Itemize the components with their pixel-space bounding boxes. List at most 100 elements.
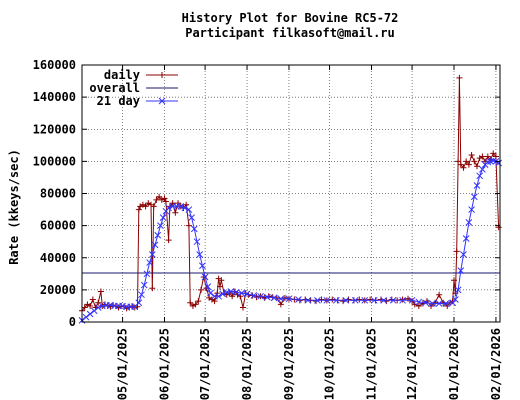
data-point: [146, 259, 153, 266]
x-tick-label: 01/01/2026: [447, 328, 461, 400]
y-tick-label: 20000: [40, 283, 76, 297]
data-point: [453, 248, 460, 255]
data-point: [232, 288, 240, 296]
data-point: [460, 164, 467, 171]
data-point: [465, 161, 472, 168]
x-tick-label: 09/01/2025: [282, 328, 296, 400]
data-point: [201, 273, 209, 281]
data-point: [457, 267, 465, 274]
data-point: [456, 74, 463, 81]
data-point: [188, 214, 195, 221]
data-point: [253, 294, 260, 301]
data-point: [465, 219, 473, 226]
data-point: [216, 283, 223, 290]
data-point: [154, 231, 162, 239]
series-daily: [79, 74, 502, 314]
y-tick-label: 140000: [33, 90, 76, 104]
x-tick-label: 08/01/2025: [240, 328, 254, 400]
data-point: [140, 281, 148, 289]
data-point: [361, 296, 369, 304]
axis-ticks: 0 20000 40000 60000 80000 100000 120000 140000 1…: [33, 58, 503, 400]
data-point: [367, 296, 374, 303]
data-point: [389, 296, 397, 304]
data-point: [318, 296, 325, 303]
x-tick-label: 02/01/2026: [489, 328, 503, 400]
series-line: [81, 160, 499, 321]
data-point: [444, 302, 451, 309]
series-21-day: [78, 157, 503, 324]
data-point: [436, 291, 443, 298]
data-point: [172, 209, 179, 216]
data-point: [81, 304, 88, 311]
data-point: [218, 277, 225, 284]
data-point: [95, 299, 102, 306]
data-point: [471, 158, 478, 165]
legend-label: daily: [104, 68, 140, 82]
data-point: [87, 302, 94, 309]
data-point: [304, 296, 312, 304]
data-point: [454, 286, 462, 294]
legend-label: overall: [89, 81, 140, 95]
data-point: [153, 196, 160, 203]
data-point: [442, 300, 450, 307]
legend-label: 21 day: [97, 94, 140, 108]
data-point: [98, 302, 106, 310]
chart-title-line1: History Plot for Bovine RC5-72: [182, 11, 399, 25]
data-point: [181, 204, 189, 212]
data-point: [270, 294, 278, 302]
x-tick-label: 07/01/2025: [198, 328, 212, 400]
data-point: [285, 295, 293, 303]
data-point: [165, 204, 172, 212]
data-point: [281, 294, 288, 301]
data-point: [462, 235, 470, 242]
data-point: [138, 291, 145, 299]
y-tick-label: 80000: [40, 187, 76, 201]
data-point: [151, 241, 159, 249]
plot-area: [78, 74, 503, 324]
data-point: [169, 200, 176, 207]
data-point: [380, 296, 388, 304]
data-point: [177, 202, 185, 210]
y-tick-label: 40000: [40, 251, 76, 265]
data-point: [142, 203, 149, 210]
data-point: [190, 225, 198, 233]
data-point: [243, 290, 251, 298]
grid-lines: [82, 65, 500, 322]
data-point: [428, 302, 435, 309]
data-point: [165, 237, 172, 244]
y-tick-label: 120000: [33, 122, 76, 136]
data-point: [148, 251, 156, 258]
data-point: [263, 293, 271, 301]
data-point: [159, 214, 167, 221]
data-point: [277, 301, 284, 308]
data-point: [474, 163, 481, 170]
chart-title-line2: Participant filkasoft@mail.ru: [185, 26, 395, 40]
data-point: [156, 193, 163, 200]
data-point: [185, 222, 192, 229]
data-point: [479, 166, 486, 173]
data-point: [351, 296, 359, 304]
data-point: [329, 296, 336, 303]
data-point: [460, 251, 467, 258]
data-point: [207, 289, 214, 297]
data-point: [135, 299, 143, 307]
data-point: [277, 295, 285, 303]
data-point: [399, 296, 406, 304]
data-point: [476, 172, 484, 180]
data-point: [215, 292, 222, 300]
data-point: [455, 158, 462, 165]
data-point: [82, 313, 90, 321]
data-point: [204, 283, 212, 291]
data-point: [162, 198, 169, 205]
data-point: [295, 296, 302, 303]
data-point: [408, 296, 416, 304]
legend-marker: [158, 97, 166, 105]
data-point: [107, 301, 114, 309]
x-tick-label: 06/01/2025: [158, 328, 172, 400]
data-point: [468, 206, 475, 213]
data-point: [457, 161, 464, 168]
data-point: [370, 296, 378, 304]
data-point: [198, 286, 205, 293]
